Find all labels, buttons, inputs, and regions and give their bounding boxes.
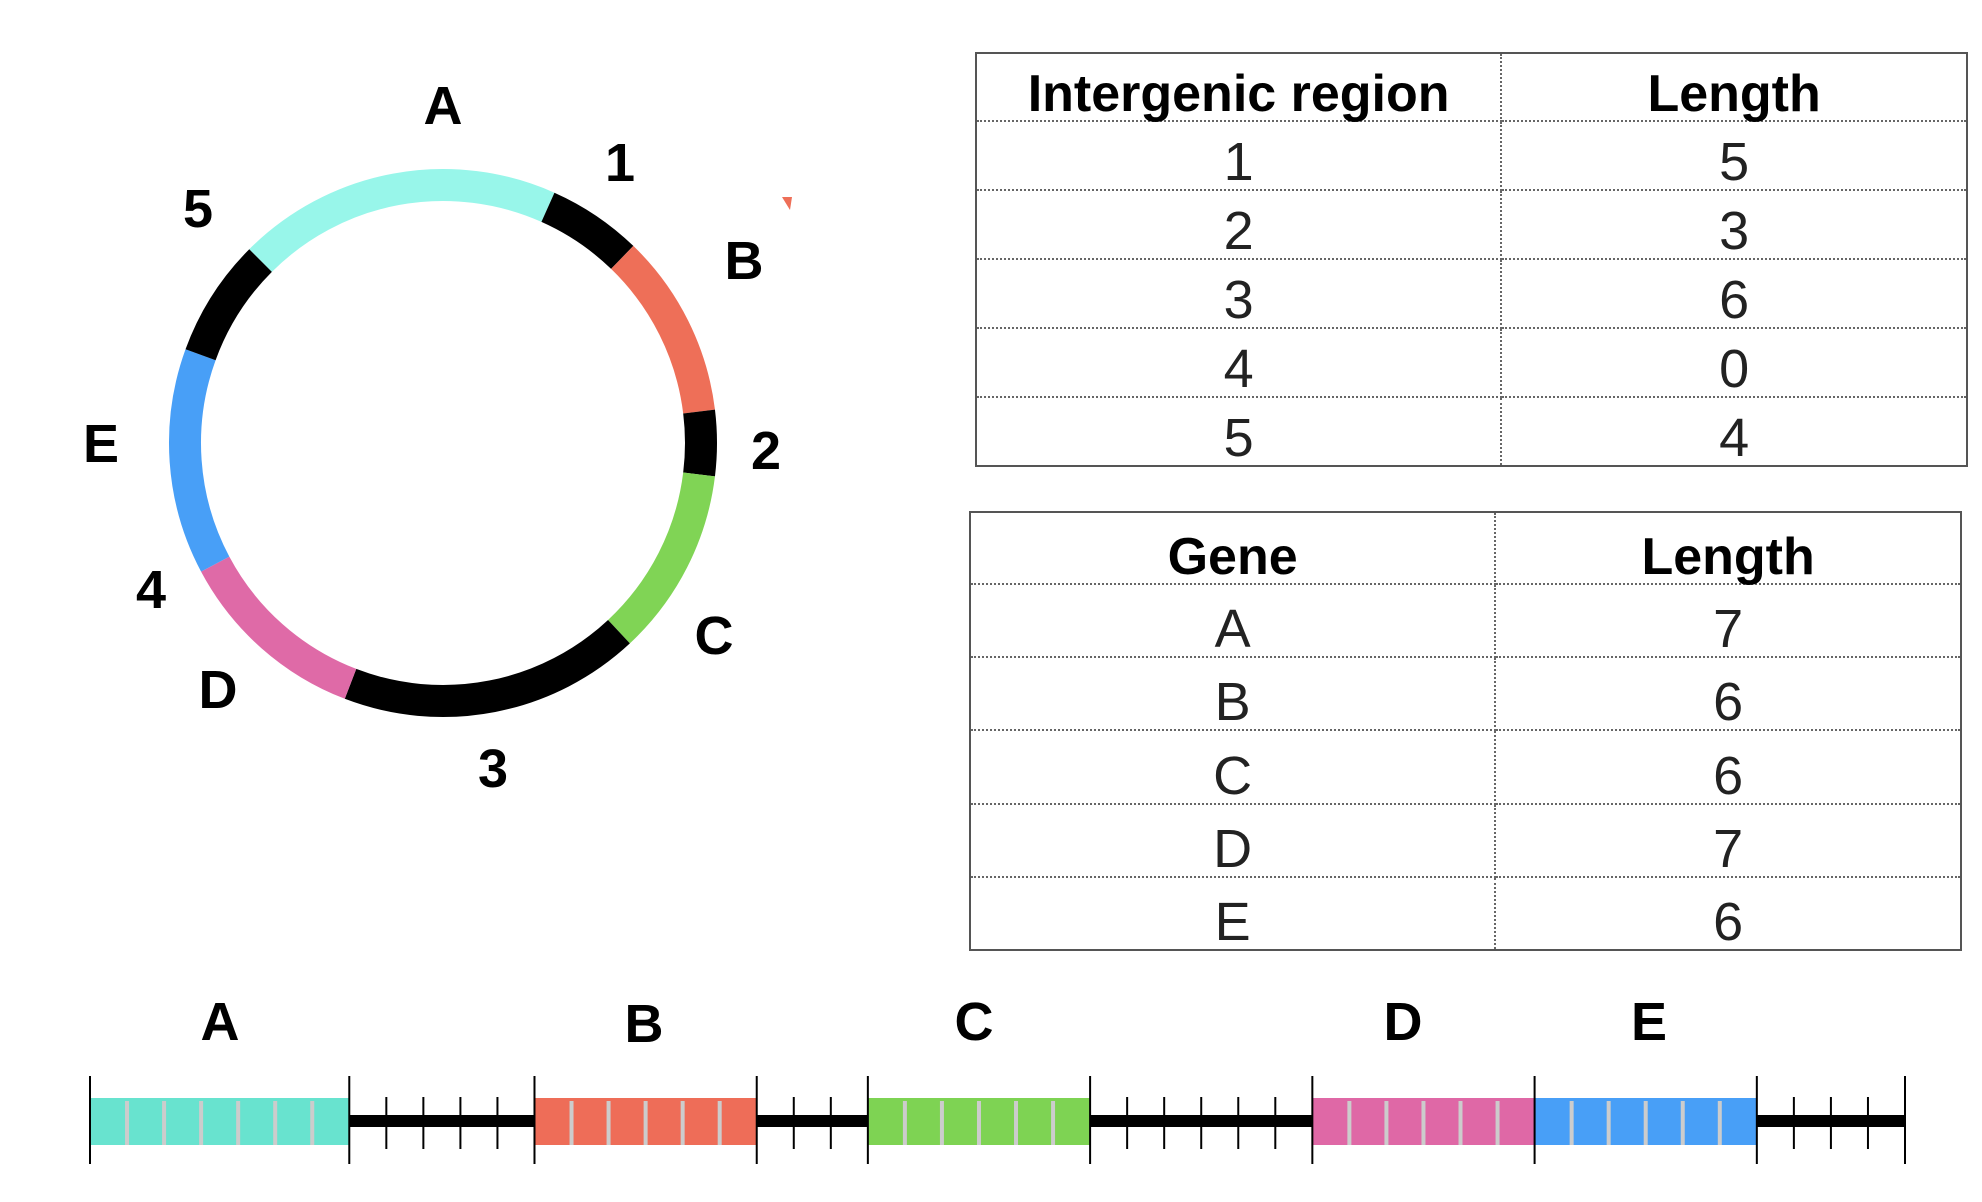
ring-arc-gene-b <box>610 245 715 414</box>
length-cell: 3 <box>1500 189 1968 260</box>
table-row: 5 4 <box>974 396 1968 467</box>
circle-label-region-4: 4 <box>136 560 166 620</box>
ring-arc-gene-d <box>201 556 357 699</box>
gene-cell: A <box>968 583 1497 659</box>
header-gene: Gene <box>968 510 1497 586</box>
gene-cell: B <box>968 656 1497 732</box>
length-cell: 0 <box>1500 327 1968 398</box>
header-intergenic-region: Intergenic region <box>974 52 1503 122</box>
ring-arc-gene-c <box>607 472 715 644</box>
ring-arc-region-5 <box>185 249 273 361</box>
length-cell: 7 <box>1494 802 1962 878</box>
circular-genome-ring <box>169 169 717 717</box>
gene-cell: C <box>968 729 1497 805</box>
length-cell: 6 <box>1494 656 1962 732</box>
circle-label-gene-d: D <box>199 660 238 720</box>
circle-label-gene-e: E <box>83 414 119 474</box>
ring-arc-region-2 <box>683 409 717 477</box>
table-row: 2 3 <box>974 189 1968 260</box>
linear-label-gene-d: D <box>1384 992 1423 1052</box>
region-cell: 4 <box>974 327 1503 398</box>
table-row: 1 5 <box>974 120 1968 191</box>
circle-label-region-2: 2 <box>751 421 781 481</box>
gene-cell: D <box>968 802 1497 878</box>
linear-genome-map <box>89 1076 1906 1164</box>
table-row: C 6 <box>968 729 1962 805</box>
length-cell: 6 <box>1500 258 1968 329</box>
header-length: Length <box>1494 510 1962 586</box>
circle-label-region-1: 1 <box>605 133 635 193</box>
ring-arc-gene-e <box>169 349 230 572</box>
table-row: E 6 <box>968 875 1962 952</box>
length-cell: 5 <box>1500 120 1968 191</box>
circle-label-region-3: 3 <box>478 739 508 799</box>
circle-label-gene-a: A <box>424 76 463 136</box>
length-cell: 4 <box>1500 396 1968 467</box>
linear-label-gene-b: B <box>625 994 664 1054</box>
ring-arc-gene-a <box>249 169 555 272</box>
table-row: D 7 <box>968 802 1962 878</box>
circle-label-gene-c: C <box>695 606 734 666</box>
region-cell: 2 <box>974 189 1503 260</box>
gene-cell: E <box>968 875 1497 952</box>
length-cell: 6 <box>1494 875 1962 952</box>
circle-label-gene-b: B <box>725 231 764 291</box>
table-row: 3 6 <box>974 258 1968 329</box>
table-row: B 6 <box>968 656 1962 732</box>
region-cell: 5 <box>974 396 1503 467</box>
length-cell: 6 <box>1494 729 1962 805</box>
stray-mark <box>782 197 792 210</box>
ring-arc-region-1 <box>541 192 634 270</box>
linear-label-gene-c: C <box>955 992 994 1052</box>
region-cell: 1 <box>974 120 1503 191</box>
length-cell: 7 <box>1494 583 1962 659</box>
ring-arc-region-3 <box>344 619 630 717</box>
linear-label-gene-a: A <box>201 992 240 1052</box>
table-row: 4 0 <box>974 327 1968 398</box>
intergenic-region-table: Intergenic region Length 1 5 2 3 3 6 4 0… <box>974 52 1968 467</box>
header-length: Length <box>1500 52 1968 122</box>
table-row: A 7 <box>968 583 1962 659</box>
linear-gene-a <box>90 1098 350 1145</box>
linear-label-gene-e: E <box>1631 992 1667 1052</box>
region-cell: 3 <box>974 258 1503 329</box>
gene-length-table: Gene Length A 7 B 6 C 6 D 7 E 6 <box>968 510 1962 952</box>
circle-label-region-5: 5 <box>183 179 213 239</box>
